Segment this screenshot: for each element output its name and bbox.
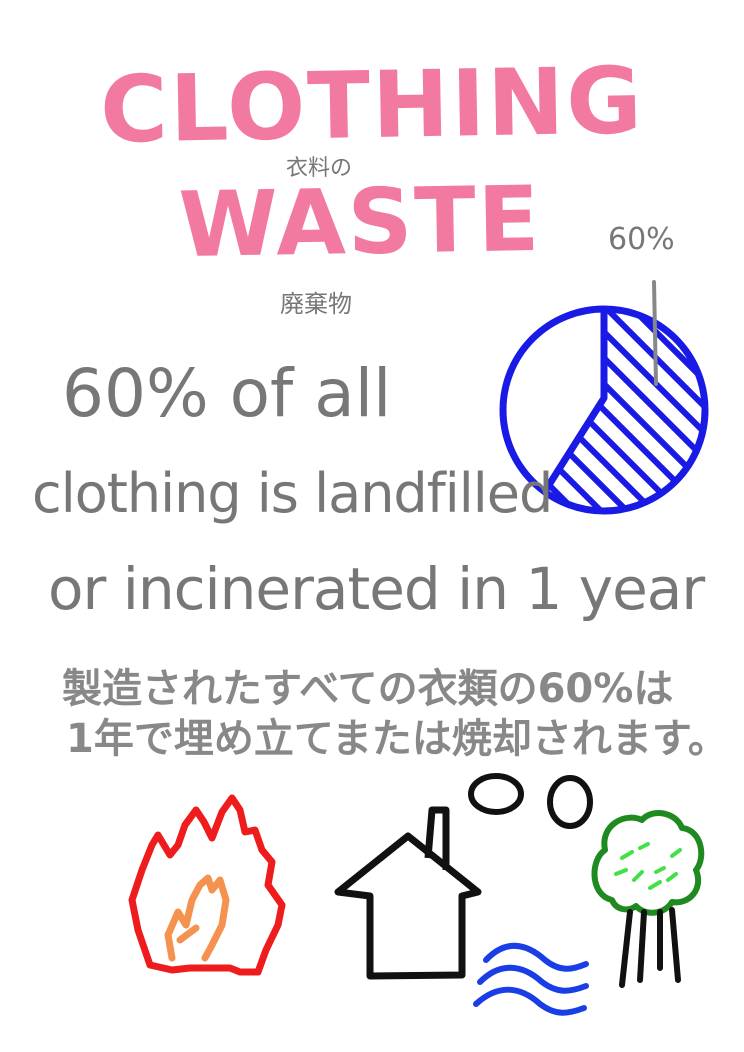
pie-hatch-line (571, 309, 705, 511)
title-clothing-jp: 衣料の (286, 156, 353, 181)
title-waste-jp: 廃棄物 (280, 290, 352, 318)
statement-line-2: clothing is landfilled (32, 462, 553, 525)
pie-hatch-line (701, 309, 705, 511)
statement-line-3: or incinerated in 1 year (48, 555, 705, 623)
pie-hatch-line (544, 309, 705, 511)
pie-hatch-line (597, 309, 705, 511)
pie-hatch-line (649, 309, 705, 511)
pie-hatch-line (545, 309, 705, 511)
pie-percent-label: 60% (608, 222, 675, 257)
pie-label-leader (652, 280, 658, 386)
statement-jp-line-2: 1年で埋め立てまたは焼却されます。 (66, 716, 728, 762)
statement-line-1: 60% of all (62, 355, 392, 432)
statement-jp-line-1: 製造されたすべての衣類の60%は (62, 666, 674, 712)
pie-hatch-line (675, 309, 705, 511)
title-clothing: CLOTHING (99, 47, 645, 164)
pie-slice-60 (541, 309, 608, 494)
pie-hatch-line (623, 309, 705, 511)
